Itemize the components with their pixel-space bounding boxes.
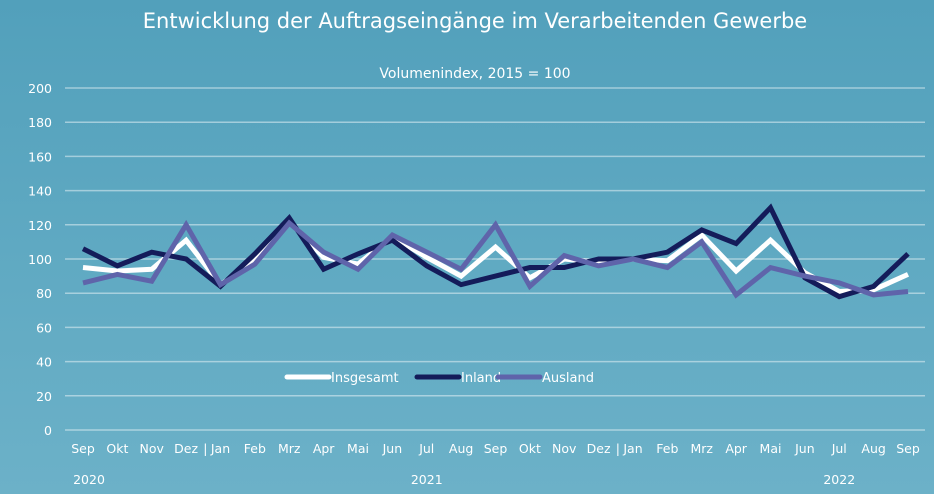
year-label: 2020 [73, 472, 105, 487]
y-tick-label: 80 [36, 286, 52, 301]
x-tick-label: Dez [174, 441, 198, 456]
x-tick-label: Nov [140, 441, 165, 456]
x-tick-label: Jul [418, 441, 434, 456]
y-tick-label: 20 [36, 389, 52, 404]
x-tick-label: Sep [484, 441, 508, 456]
chart-subtitle: Volumenindex, 2015 = 100 [379, 66, 570, 82]
x-tick-label: Feb [244, 441, 266, 456]
y-tick-label: 160 [28, 149, 52, 164]
x-tick-label: Mai [760, 441, 782, 456]
x-tick-label: Mai [347, 441, 369, 456]
year-separator: | [616, 441, 620, 456]
legend-label: Inland [461, 371, 501, 386]
y-tick-label: 200 [28, 81, 52, 96]
legend-label: Insgesamt [331, 371, 399, 386]
y-tick-label: 100 [28, 252, 52, 267]
x-tick-label: Okt [106, 441, 128, 456]
x-tick-label: Mrz [691, 441, 714, 456]
x-tick-label: Jan [622, 441, 642, 456]
x-tick-label: Aug [449, 441, 473, 456]
x-tick-label: Aug [861, 441, 885, 456]
x-tick-label: Jun [794, 441, 815, 456]
x-tick-label: Feb [656, 441, 678, 456]
chart-title: Entwicklung der Auftragseingänge im Vera… [143, 9, 807, 33]
x-tick-label: Mrz [278, 441, 301, 456]
y-tick-label: 60 [36, 320, 52, 335]
x-tick-label: Sep [896, 441, 920, 456]
year-label: 2022 [823, 472, 855, 487]
x-tick-label: Jun [382, 441, 403, 456]
x-tick-label: Jan [210, 441, 230, 456]
legend-label: Ausland [542, 371, 594, 386]
x-tick-label: Okt [519, 441, 541, 456]
y-tick-label: 140 [28, 184, 52, 199]
y-tick-label: 120 [28, 218, 52, 233]
x-tick-label: Apr [313, 441, 335, 456]
x-tick-label: Dez [587, 441, 611, 456]
y-tick-label: 0 [44, 423, 52, 438]
x-tick-label: Apr [725, 441, 747, 456]
year-separator: | [203, 441, 207, 456]
series-line-ausland [82, 219, 909, 299]
y-tick-label: 40 [36, 355, 52, 370]
y-tick-label: 180 [28, 115, 52, 130]
year-label: 2021 [411, 472, 443, 487]
x-tick-label: Sep [71, 441, 95, 456]
x-tick-label: Jul [831, 441, 847, 456]
x-tick-label: Nov [552, 441, 577, 456]
